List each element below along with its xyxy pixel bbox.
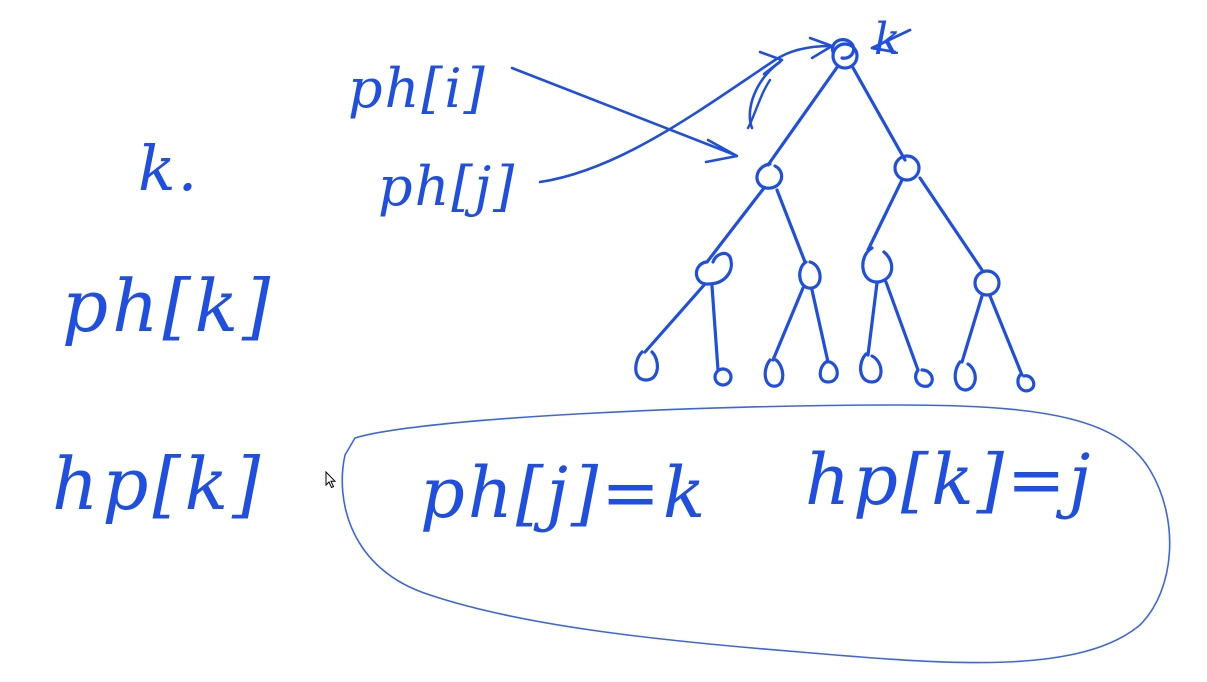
tree-edge-l2c-leaf6 [884,280,920,372]
tree-leaf-8 [1016,373,1036,393]
label-eq-hp-k: hp[k]=j [805,439,1094,521]
tree-edge-l1r-to-l2c [866,178,904,252]
arrow-root-curve-head [758,50,784,76]
tree-leaf-2 [713,367,733,387]
arrow-ph-j-head [808,36,834,60]
label-hp-k: hp[k] [52,442,265,526]
tree-edge-root-right [850,64,907,162]
tree-leaf-6 [914,368,934,388]
tree-edge-l1r-to-l2d [918,176,984,272]
tree-edge-l2b-leaf3 [771,286,805,362]
arrow-l1-to-root-curve [746,78,772,130]
label-ph-i: ph[i] [348,57,487,120]
label-root-k: k [874,14,903,65]
arrow-ph-j-to-root [538,44,832,184]
tree-leaf-4 [818,360,839,384]
tree-edge-l2b-leaf4 [810,288,830,364]
tree-root-node [830,38,859,70]
cluster-outline [341,404,1171,664]
arrow-ph-i-head [704,138,739,164]
tree-edge-root-left [766,64,840,167]
tree-edge-l1l-to-l2a [705,186,766,264]
tree-leaf-5 [859,352,883,384]
tree-edge-l2c-leaf5 [866,281,879,357]
tree-leaf-1 [634,350,659,382]
tree-node-l2b [798,260,822,290]
tree-edge-l2a-leaf2 [710,284,720,372]
tree-edge-l2d-leaf8 [988,294,1024,377]
mouse-pointer-icon [325,471,337,489]
label-ph-k: ph[k] [62,264,275,348]
tree-edge-l1l-to-l2b [775,188,807,264]
tree-node-l2a [694,251,733,286]
tree-node-l1-right [893,154,921,182]
tree-node-l1-left [755,162,784,190]
label-ph-j: ph[j] [378,155,517,218]
tree-node-l2d [973,269,1001,297]
arrow-ph-i-to-node [510,66,737,157]
tree-leaf-7 [953,360,977,392]
arrow-root-marker [870,28,912,54]
tree-edge-l2a-leaf1 [643,282,707,354]
tree-edge-l2d-leaf7 [960,294,984,364]
tree-node-l2c [861,246,894,284]
tree-leaf-3 [763,358,785,388]
label-eq-ph-j: ph[j]=k [420,452,709,534]
label-k: k. [138,132,200,205]
